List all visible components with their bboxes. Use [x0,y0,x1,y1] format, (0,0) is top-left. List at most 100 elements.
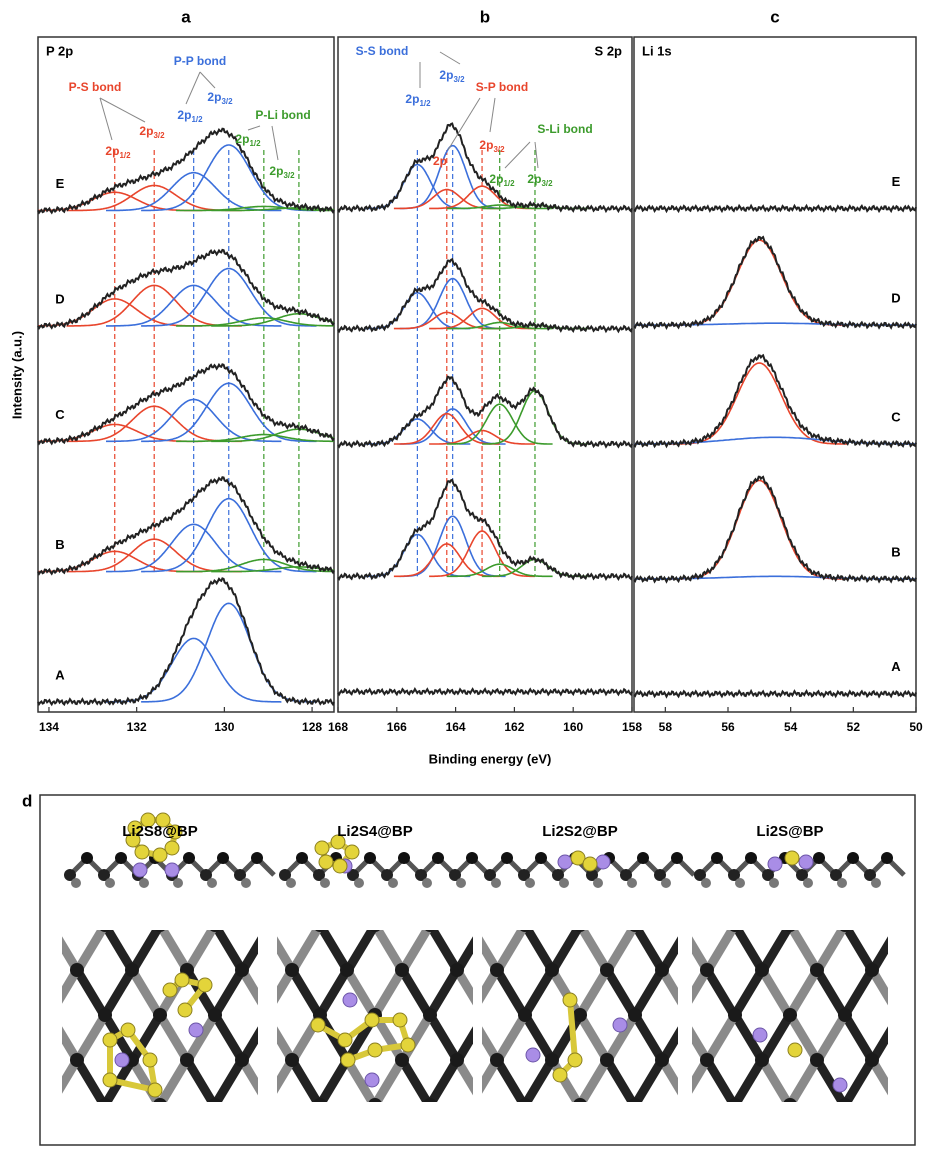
atom [408,1098,422,1112]
bond [292,880,319,925]
atom [15,1053,29,1067]
bond [635,880,662,925]
bond [237,880,264,925]
atom [701,878,711,888]
bond [375,880,402,925]
bond [841,967,876,1018]
s-atom [174,972,190,988]
bond [786,1057,821,1102]
atom [586,869,598,881]
atom [43,918,57,932]
atom [263,918,277,932]
atom [258,1098,272,1112]
atom [153,1098,167,1102]
bond [692,936,711,973]
bond [704,930,738,973]
atom [208,1008,222,1022]
annotation-text: P-P bond [174,54,226,68]
atom [813,852,825,864]
bond [360,880,387,925]
s-atom [787,1042,803,1058]
atom [422,878,432,888]
bond [704,1012,739,1063]
atom [155,930,165,932]
x-tick-label: 52 [847,720,861,734]
atom [683,1098,697,1112]
bond [403,1105,430,1150]
atom [490,1053,504,1067]
bond [453,1057,473,1096]
x-tick-label: 168 [328,720,348,734]
atom [573,1098,587,1102]
atom [575,930,585,932]
atom [0,1098,2,1112]
spectrum [37,476,335,576]
bond [133,1105,160,1150]
bond [703,967,738,1018]
arrow [447,97,481,151]
bond [239,936,258,973]
atom [711,852,723,864]
bond [184,930,218,973]
atom [518,1098,532,1102]
atom [920,873,928,887]
atom [71,878,81,888]
bond [680,1105,707,1150]
atom [694,869,706,881]
atom [563,918,577,932]
atom [313,869,325,881]
bond [735,1105,762,1150]
bond [443,1105,470,1150]
bond [0,880,22,925]
bond [603,1057,638,1102]
element-label: S 2p [595,43,623,58]
bond [731,1012,766,1063]
bond [316,1057,351,1102]
atom [449,869,461,881]
atom [208,1098,222,1102]
s-atom [552,1067,568,1083]
annotation-subscript: 3/2 [221,97,233,106]
bond [458,1105,485,1150]
atom [671,852,683,864]
spectrum-label: A [55,667,65,682]
bond [398,1057,433,1102]
spectrum-label: B [891,544,900,559]
bond [631,967,666,1018]
atom [600,963,614,977]
bond [576,967,611,1018]
bond [786,967,821,1018]
atom [478,918,492,932]
atom [545,1053,559,1067]
bond [277,967,296,1004]
atom [755,963,769,977]
bond [184,1012,219,1063]
atom [755,1053,769,1067]
spectrum [337,122,633,214]
bond [631,1057,666,1102]
annotation-subscript: 1/2 [419,99,431,108]
atom [552,869,564,881]
atom [655,1053,669,1067]
atom [207,878,217,888]
atom [490,963,504,977]
atom [340,963,354,977]
annotation: S-Li bond [537,122,592,136]
bond [869,936,888,973]
li-atom [832,1077,848,1093]
y-axis-label: Intensity (a.u.) [9,331,24,419]
atom [0,918,2,932]
spectrum [633,203,917,214]
bond [692,1057,711,1094]
bond [900,880,927,925]
panel-label: c [770,7,779,26]
li-atom [164,862,180,878]
atom [501,852,513,864]
annotation-subscript: 1/2 [503,179,515,188]
bond [320,1105,347,1150]
atom [864,869,876,881]
atom [593,878,603,888]
bond [348,1105,375,1150]
atom [285,963,299,977]
atom [618,918,632,932]
